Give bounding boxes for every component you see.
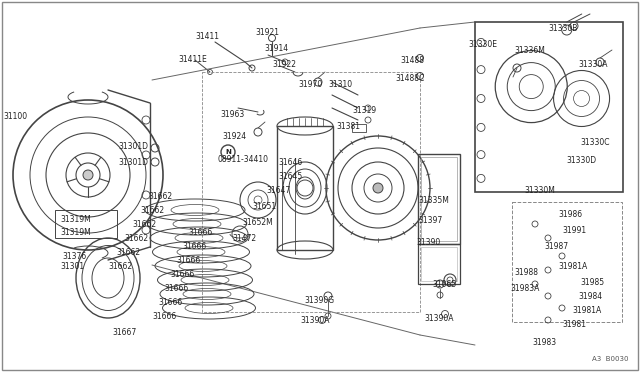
Text: 31662: 31662 [124,234,148,243]
Text: 31376: 31376 [62,252,86,261]
Text: 31922: 31922 [272,60,296,69]
Text: 31319M: 31319M [60,228,91,237]
Text: 31330C: 31330C [580,138,609,147]
Circle shape [83,170,93,180]
Text: 31987: 31987 [544,242,568,251]
Text: 31411E: 31411E [178,55,207,64]
Text: 31390A: 31390A [300,316,330,325]
Text: 31381: 31381 [336,122,360,131]
Text: 31662: 31662 [116,248,140,257]
Text: 31652M: 31652M [242,218,273,227]
Text: 31921: 31921 [255,28,279,37]
Text: 31390G: 31390G [304,296,334,305]
Text: 31301: 31301 [60,262,84,271]
Text: 31301D: 31301D [118,158,148,167]
Bar [202,72,420,312]
Bar [418,154,460,244]
Text: 31645: 31645 [278,172,302,181]
Text: 31914: 31914 [264,44,288,53]
Text: 31335M: 31335M [418,196,449,205]
Text: 31336M: 31336M [514,46,545,55]
Text: 31397: 31397 [418,216,442,225]
Text: 31983A: 31983A [510,284,540,293]
Text: A3  B0030: A3 B0030 [591,356,628,362]
Text: 31330E: 31330E [468,40,497,49]
Text: 31666: 31666 [182,242,206,251]
Text: 08911-34410: 08911-34410 [218,155,269,164]
Text: 31986: 31986 [558,210,582,219]
Text: 31991: 31991 [562,226,586,235]
Bar [277,126,333,250]
Bar [475,22,623,192]
Text: 31666: 31666 [158,298,182,307]
Text: 31330A: 31330A [578,60,607,69]
Text: 31963: 31963 [220,110,244,119]
Text: 31100: 31100 [3,112,27,121]
Text: 31301D: 31301D [118,142,148,151]
Text: 31981A: 31981A [558,262,588,271]
Bar [421,247,457,281]
Text: 31666: 31666 [176,256,200,265]
Text: 31319M: 31319M [60,215,91,224]
Text: 31647: 31647 [266,186,291,195]
Text: 31988: 31988 [514,268,538,277]
Text: 31065: 31065 [432,280,456,289]
Text: 31651: 31651 [252,202,276,211]
Text: 31667: 31667 [112,328,136,337]
Text: 31981: 31981 [562,320,586,329]
Text: 31981A: 31981A [572,306,601,315]
Text: 31662: 31662 [108,262,132,271]
Text: 31666: 31666 [164,284,188,293]
Text: 31390A: 31390A [424,314,454,323]
Text: 31983: 31983 [532,338,556,347]
Text: 31488: 31488 [400,56,424,65]
Text: 31985: 31985 [580,278,604,287]
Text: 31646: 31646 [278,158,302,167]
Bar [352,124,366,132]
Text: 31488C: 31488C [395,74,424,83]
Text: 31666: 31666 [152,312,176,321]
Text: 31970: 31970 [298,80,323,89]
Text: 31330D: 31330D [566,156,596,165]
Text: 31330M: 31330M [524,186,555,195]
Text: 31662: 31662 [140,206,164,215]
Text: 31666: 31666 [188,228,212,237]
Bar [55,210,117,238]
Bar [418,244,460,284]
Text: 31984: 31984 [578,292,602,301]
Text: 31662: 31662 [132,220,156,229]
Text: 31924: 31924 [222,132,246,141]
Bar [421,157,457,241]
Text: 31472: 31472 [232,234,256,243]
Bar [512,202,622,322]
Text: 31662: 31662 [148,192,172,201]
Text: 31411: 31411 [195,32,219,41]
Text: 31319: 31319 [352,106,376,115]
Text: 31390: 31390 [416,238,440,247]
Text: 31666: 31666 [170,270,195,279]
Text: 31310: 31310 [328,80,352,89]
Circle shape [373,183,383,193]
Text: N: N [225,149,231,155]
Text: 31330B: 31330B [548,24,577,33]
